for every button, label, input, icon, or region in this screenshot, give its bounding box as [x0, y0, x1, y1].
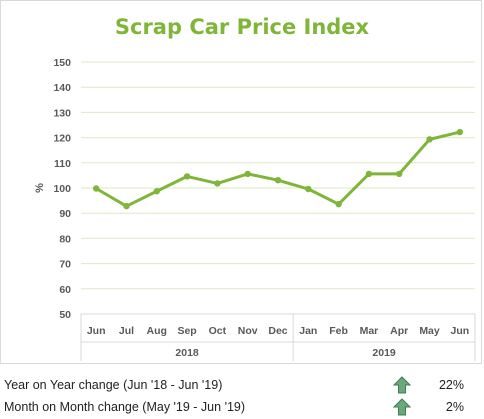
data-point	[365, 170, 373, 178]
stat-value: 2%	[445, 400, 464, 414]
data-point	[396, 170, 403, 178]
stat-label: Month on Month change (May '19 - Jun '19…	[4, 400, 246, 414]
x-tick-label: Nov	[238, 325, 258, 337]
series-line	[94, 130, 462, 208]
x-tick-label: Oct	[209, 325, 227, 337]
y-tick-label: 100	[53, 183, 71, 195]
x-tick-label: Jul	[119, 325, 134, 337]
x-tick-label: May	[419, 325, 440, 337]
year-group-label: 2019	[372, 347, 396, 359]
x-tick-label: Aug	[147, 325, 167, 337]
y-tick-label: 60	[59, 284, 71, 296]
data-point	[335, 200, 342, 208]
y-tick-label: 140	[53, 82, 71, 94]
y-tick-label: 130	[53, 107, 71, 119]
data-point	[183, 173, 191, 180]
data-point	[153, 188, 160, 195]
y-tick-label: 90	[59, 208, 71, 220]
line-chart: Scrap Car Price Index 50 60 70 80 90 100 110 120…	[34, 15, 476, 361]
up-arrow-icon	[393, 398, 411, 416]
x-tick-label: Sep	[177, 325, 196, 337]
x-tick-label: Jan	[299, 325, 317, 337]
y-tick-label: 120	[53, 133, 71, 145]
y-tick-label: 150	[53, 57, 71, 69]
stat-row-month-on-month: Month on Month change (May '19 - Jun '19…	[4, 397, 474, 419]
data-point	[426, 136, 433, 143]
x-tick-label: Dec	[268, 325, 287, 337]
chart-frame: Scrap Car Price Index 50 60 70 80 90 100 110 120…	[0, 0, 482, 364]
y-tick-label: 50	[59, 309, 71, 321]
x-tick-label: Jun	[451, 325, 470, 337]
data-point	[214, 180, 221, 187]
y-axis-label: %	[34, 183, 46, 193]
x-tick-label: Mar	[360, 325, 379, 337]
data-point	[123, 202, 130, 210]
y-tick-label: 110	[54, 158, 71, 170]
stat-value: 22%	[438, 378, 464, 392]
data-point	[274, 176, 282, 184]
year-group-label: 2018	[175, 347, 199, 359]
stat-label: Year on Year change (Jun '18 - Jun '19)	[4, 378, 223, 392]
data-point	[92, 185, 100, 192]
x-tick-label: Jun	[87, 325, 106, 337]
x-tick-label: Apr	[390, 325, 408, 337]
data-point	[244, 170, 251, 178]
chart-title: Scrap Car Price Index	[115, 15, 370, 39]
up-arrow-icon	[393, 376, 411, 394]
data-point	[305, 185, 312, 193]
data-point	[456, 128, 464, 136]
y-tick-label: 80	[59, 233, 71, 245]
x-tick-label: Feb	[329, 325, 348, 337]
y-tick-label: 70	[59, 259, 71, 271]
stat-row-year-on-year: Year on Year change (Jun '18 - Jun '19) …	[4, 375, 474, 397]
